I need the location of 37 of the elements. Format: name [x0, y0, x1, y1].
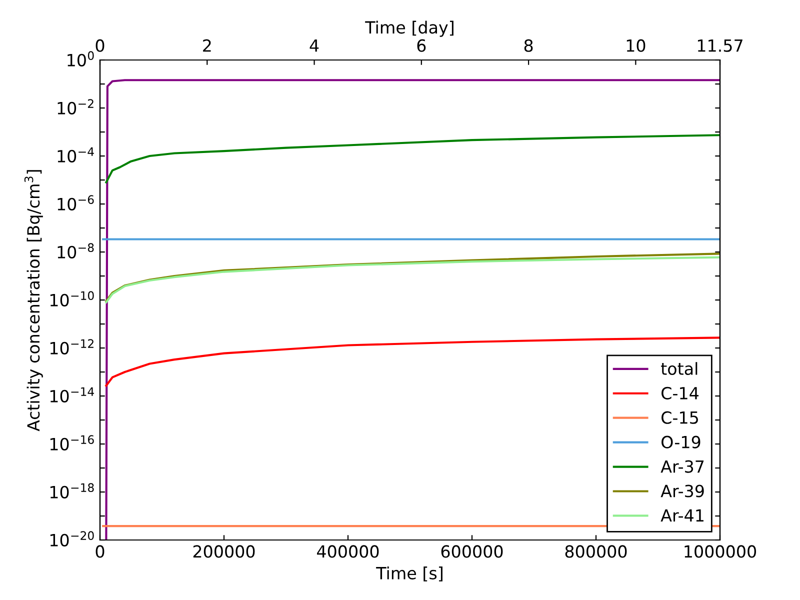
- line-series: [105, 336, 720, 387]
- line-series: [105, 134, 720, 184]
- x2-tick-label: 6: [417, 39, 426, 52]
- y-tick-label: 10$^{−2}$: [58, 99, 94, 114]
- y-tick-label: 10$^{−12}$: [50, 339, 94, 354]
- x2-tick-label: 11.57: [698, 40, 742, 52]
- legend-label: Ar-37: [660, 460, 704, 473]
- legend-label: C-14: [662, 386, 699, 400]
- y-tick-label: 10$^{−10}$: [50, 291, 94, 306]
- y-tick-label: 10$^{−4}$: [58, 147, 94, 162]
- x2-tick-label: 0: [96, 39, 104, 52]
- y-tick-label: 10$^{0}$: [68, 51, 94, 66]
- x2-tick-label: 2: [203, 39, 211, 52]
- legend-label: Ar-39: [660, 484, 704, 498]
- line-series: [105, 79, 720, 540]
- x-tick-label: 400000: [317, 545, 379, 558]
- x-tick-label: 800000: [565, 545, 627, 558]
- y-tick-label: 10$^{−14}$: [50, 387, 94, 402]
- y-tick-label: 10$^{−18}$: [50, 483, 94, 498]
- x2-tick-label: 4: [310, 40, 319, 52]
- legend-label: Ar-41: [660, 509, 704, 522]
- legend-label: C-15: [662, 411, 698, 424]
- x-axis-title: Time [s]: [376, 566, 442, 582]
- x-tick-label: 0: [96, 545, 104, 558]
- y-tick-label: 10$^{−6}$: [58, 195, 94, 210]
- x-tick-label: 600000: [441, 545, 503, 558]
- legend-label: total: [661, 362, 698, 375]
- x-tick-label: 200000: [193, 545, 255, 558]
- x2-tick-label: 10: [626, 39, 646, 52]
- y-tick-label: 10$^{−8}$: [58, 243, 94, 258]
- x2-axis-title: Time [day]: [365, 20, 454, 37]
- y-tick-label: 10$^{−20}$: [50, 531, 94, 546]
- y-axis-title: Activity concentration [Bq/cm$^{3}$]: [24, 170, 43, 432]
- legend-label: O-19: [662, 436, 700, 448]
- x2-tick-label: 8: [524, 39, 533, 52]
- x-tick-label: 1000000: [684, 545, 756, 558]
- y-tick-label: 10$^{−16}$: [50, 435, 94, 450]
